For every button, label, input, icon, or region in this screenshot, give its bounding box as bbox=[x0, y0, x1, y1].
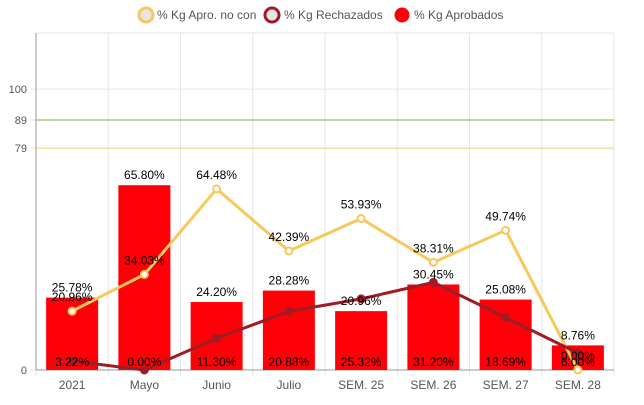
x-tick-label: Julio bbox=[277, 378, 302, 392]
bar-value-label: 24.20% bbox=[196, 285, 237, 299]
bar-aprobados[interactable] bbox=[262, 290, 315, 370]
point-rechazados[interactable] bbox=[573, 348, 583, 358]
rechazados-value-label: 3.22% bbox=[55, 355, 89, 369]
legend-swatch[interactable] bbox=[263, 6, 281, 24]
x-tick-label: SEM. 25 bbox=[338, 378, 384, 392]
point-rechazados[interactable] bbox=[212, 333, 222, 343]
apro-no-con-value-label: 34.03% bbox=[124, 253, 165, 267]
rechazados-value-label: 11.30% bbox=[197, 355, 237, 369]
bar-value-label: 25.08% bbox=[485, 283, 526, 297]
bar-aprobados[interactable] bbox=[407, 284, 460, 370]
apro-no-con-value-label: 53.93% bbox=[341, 198, 382, 212]
point-apro-no-con[interactable] bbox=[284, 246, 294, 256]
bar-value-label: 28.28% bbox=[269, 274, 310, 288]
y-tick-label: 100 bbox=[9, 84, 27, 96]
rechazados-value-label: 18.69% bbox=[485, 355, 526, 369]
point-rechazados[interactable] bbox=[284, 306, 294, 316]
bar-aprobados[interactable] bbox=[479, 299, 532, 370]
rechazados-value-label: 31.20% bbox=[413, 355, 454, 369]
legend-swatch[interactable] bbox=[394, 7, 410, 23]
bar-value-label: 20.96% bbox=[341, 294, 382, 308]
line-rechazados bbox=[71, 280, 579, 372]
point-apro-no-con[interactable] bbox=[573, 365, 583, 375]
bar-value-label: 30.45% bbox=[413, 267, 454, 281]
point-apro-no-con[interactable] bbox=[356, 214, 366, 224]
point-apro-no-con[interactable] bbox=[428, 257, 438, 267]
x-tick-label: 2021 bbox=[59, 378, 86, 392]
line-apro-no-con bbox=[71, 187, 580, 371]
rechazados-value-label: 25.32% bbox=[341, 355, 382, 369]
rechazados-value-label: 0.00% bbox=[127, 355, 161, 369]
apro-no-con-value-label: 38.31% bbox=[413, 241, 454, 255]
apro-no-con-value-label: 20.96% bbox=[52, 290, 93, 304]
apro-no-con-value-label: 0.00% bbox=[561, 349, 595, 363]
legend-swatch[interactable] bbox=[137, 6, 155, 24]
legend-label: % Kg Aprobados bbox=[414, 8, 503, 22]
point-rechazados[interactable] bbox=[501, 313, 511, 323]
point-rechazados[interactable] bbox=[356, 294, 366, 304]
bar-value-label: 25.78% bbox=[52, 281, 93, 295]
apro-no-con-value-label: 42.39% bbox=[269, 230, 310, 244]
apro-no-con-value-label: 64.48% bbox=[196, 168, 237, 182]
rechazados-value-label: 6.00% bbox=[561, 355, 595, 369]
y-tick-label: 79 bbox=[15, 143, 27, 155]
y-tick-label: 0 bbox=[21, 365, 27, 377]
y-tick-label: 89 bbox=[15, 115, 27, 127]
x-tick-label: Mayo bbox=[130, 378, 160, 392]
x-tick-label: SEM. 26 bbox=[410, 378, 456, 392]
point-rechazados[interactable] bbox=[139, 365, 149, 375]
point-rechazados[interactable] bbox=[428, 277, 438, 287]
bar-aprobados[interactable] bbox=[335, 311, 388, 370]
rechazados-value-label: 20.88% bbox=[269, 355, 310, 369]
x-tick-label: SEM. 27 bbox=[483, 378, 529, 392]
bar-value-label: 65.80% bbox=[124, 168, 165, 182]
legend-label: % Kg Rechazados bbox=[284, 8, 383, 22]
point-apro-no-con[interactable] bbox=[139, 269, 149, 279]
point-apro-no-con[interactable] bbox=[501, 225, 511, 235]
x-tick-label: SEM. 28 bbox=[555, 378, 601, 392]
point-apro-no-con[interactable] bbox=[212, 184, 222, 194]
legend-label: % Kg Apro. no con bbox=[157, 8, 256, 22]
x-tick-label: Junio bbox=[202, 378, 231, 392]
apro-no-con-value-label: 49.74% bbox=[485, 209, 526, 223]
bar-value-label: 8.76% bbox=[561, 328, 595, 342]
point-apro-no-con[interactable] bbox=[67, 306, 77, 316]
point-rechazados[interactable] bbox=[67, 356, 77, 366]
